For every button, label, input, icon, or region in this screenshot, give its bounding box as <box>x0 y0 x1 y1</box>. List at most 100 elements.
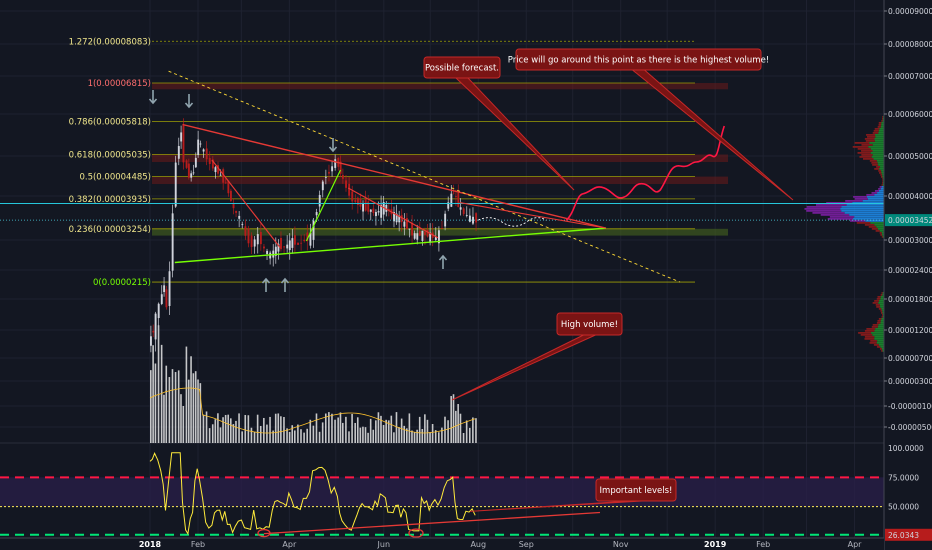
volume-bar <box>377 412 380 443</box>
candle-body <box>244 226 247 236</box>
profile-bar-sell <box>806 206 842 208</box>
volume-bar <box>362 426 364 443</box>
candle-body <box>291 238 294 248</box>
profile-bar-sell <box>878 308 882 310</box>
candle-body <box>163 285 166 293</box>
profile-bar-buy <box>874 330 884 332</box>
time-tick-label: Apr <box>282 540 297 549</box>
profile-bar-sell <box>861 150 873 152</box>
profile-bar-sell <box>880 174 883 176</box>
callout-text: Possible forecast. <box>425 64 499 74</box>
candle-body <box>263 246 265 249</box>
rsi-low-marker <box>408 528 424 538</box>
arrow-down-icon <box>328 138 338 153</box>
callout-text: Important levels! <box>600 486 673 496</box>
profile-bar-buy <box>874 338 884 340</box>
volume-bar <box>398 427 400 443</box>
candle-body <box>168 271 171 306</box>
candle-body <box>472 216 474 224</box>
price-axis[interactable]: 0.00009000 0.00008000 0.00007000 0.00006000… <box>883 0 932 550</box>
profile-bar-sell <box>872 302 879 304</box>
volume-bar <box>324 413 327 443</box>
profile-bar-sell <box>853 196 868 198</box>
profile-bar-sell <box>862 158 874 160</box>
highest-volume-callout: Price will go around this point as there… <box>508 48 794 201</box>
profile-bar-buy <box>871 156 884 158</box>
profile-bar-buy <box>870 152 884 154</box>
time-tick-label: Aug <box>470 540 486 549</box>
candle-body <box>165 289 168 308</box>
volume-bar <box>303 432 305 443</box>
profile-bar-buy <box>876 226 884 228</box>
price-tick-label: 0.00001800 <box>888 295 932 304</box>
volume-bar <box>348 431 350 443</box>
volume-bar <box>241 431 243 443</box>
profile-bar-sell <box>854 198 868 200</box>
volume-bar <box>247 415 250 443</box>
volume-bar <box>351 413 353 443</box>
volume-bar <box>406 428 408 443</box>
candle-body <box>434 236 437 240</box>
triangle-upper-line <box>182 123 607 229</box>
profile-bar-sell <box>882 116 884 118</box>
candle-body <box>426 229 429 237</box>
time-axis[interactable]: 2018 Feb Apr Jun Aug Sep Nov 2019 Feb Apr <box>0 537 884 550</box>
volume-bar <box>266 424 268 443</box>
candle-body <box>318 194 321 207</box>
candle-body <box>367 201 370 212</box>
volume-bar <box>259 425 262 443</box>
time-tick-label: Feb <box>191 540 205 549</box>
price-tick-label: 0.00009000 <box>888 7 932 16</box>
profile-bar-sell <box>880 234 883 236</box>
resistance-zone <box>152 176 728 184</box>
profile-bar-sell <box>815 204 847 206</box>
profile-bar-sell <box>872 132 879 134</box>
candle-body <box>345 180 347 188</box>
candle-body <box>438 230 440 244</box>
profile-bar-buy <box>867 196 884 198</box>
fib-retracement[interactable]: 1.272(0.00008083) 1(0.00006815) 0.786(0.00… <box>69 37 695 288</box>
volume-bar <box>208 428 211 443</box>
profile-bar-buy <box>870 222 884 224</box>
profile-bar-buy <box>874 194 884 196</box>
candle-body <box>452 192 455 194</box>
profile-bar-sell <box>882 178 884 180</box>
profile-bar-sell <box>858 332 872 334</box>
candle-body <box>256 234 259 245</box>
profile-bar-sell <box>882 180 884 182</box>
trend-lines[interactable] <box>0 70 884 283</box>
profile-bar-sell <box>881 184 883 186</box>
candle-body <box>283 246 286 248</box>
fib-label: 0.382(0.00003935) <box>69 195 151 205</box>
volume-bar <box>214 419 217 443</box>
rsi-panel[interactable] <box>0 452 884 538</box>
rsi-low-marker <box>257 528 271 538</box>
profile-bar-sell <box>854 142 870 144</box>
time-tick-label: Feb <box>756 540 770 549</box>
candle-body <box>224 182 227 184</box>
volume-profile <box>804 116 884 352</box>
profile-bar-sell <box>857 152 871 154</box>
callouts[interactable]: Possible forecast. Price will go around t… <box>423 48 794 512</box>
candle-body <box>348 183 351 196</box>
candle-body <box>418 231 421 236</box>
volume-bars <box>149 325 477 443</box>
profile-bar-buy <box>882 118 884 120</box>
profile-bar-buy <box>852 202 884 204</box>
candle-body <box>197 139 200 156</box>
profile-bar-buy <box>872 154 884 156</box>
candlesticks[interactable] <box>150 118 478 353</box>
volume-bar <box>382 425 385 443</box>
volume-bar <box>400 418 403 443</box>
downtrend-line-2 <box>347 187 439 239</box>
volume-bar <box>465 420 468 443</box>
candle-body <box>328 171 330 174</box>
volume-bar <box>256 414 259 443</box>
profile-bar-sell <box>871 162 878 164</box>
candle-body <box>187 163 190 178</box>
candle-body <box>150 336 152 346</box>
profile-bar-buy <box>881 124 884 126</box>
profile-bar-buy <box>880 166 884 168</box>
rsi-line <box>149 452 476 536</box>
